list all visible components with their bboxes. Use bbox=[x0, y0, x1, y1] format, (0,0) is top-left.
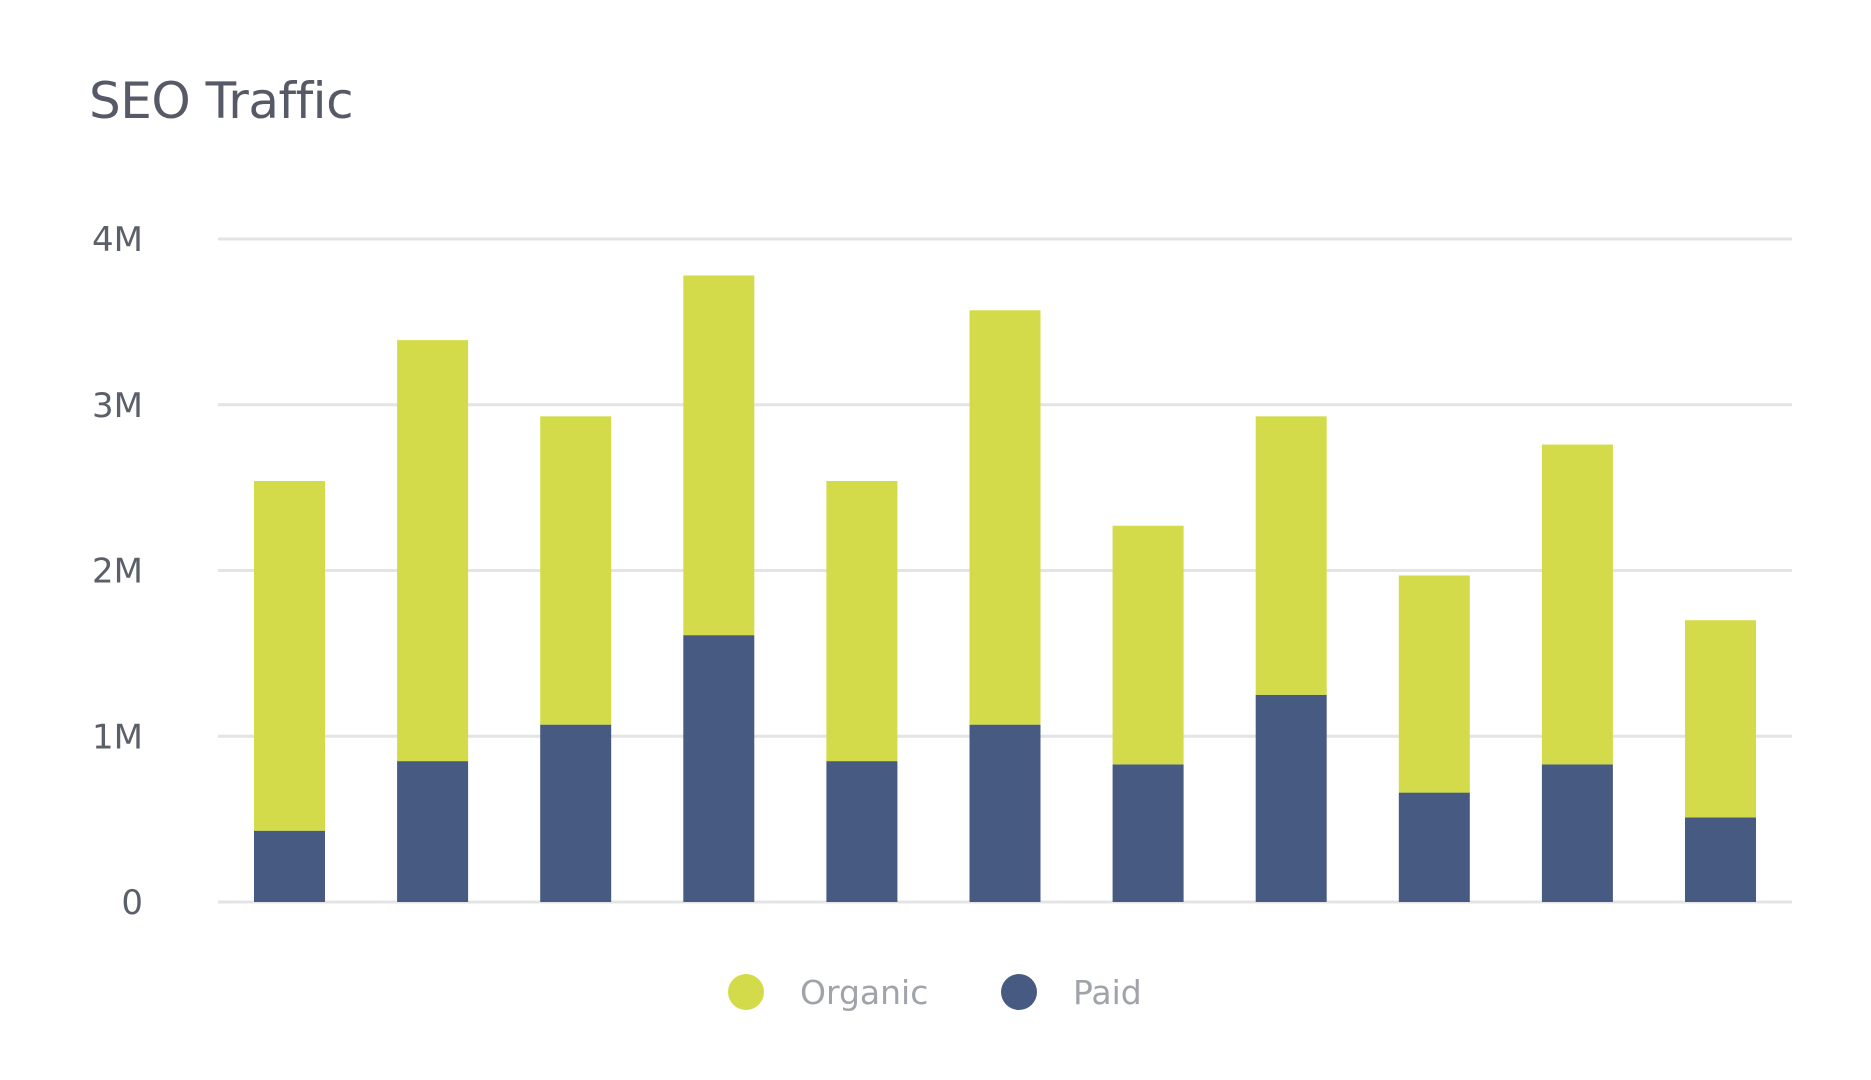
y-tick-label: 0 bbox=[121, 883, 143, 923]
bar-paid[interactable] bbox=[397, 761, 469, 902]
bar-organic[interactable] bbox=[1685, 620, 1756, 818]
bar-organic[interactable] bbox=[540, 416, 612, 725]
bar-organic[interactable] bbox=[826, 480, 898, 762]
y-tick-label: 4M bbox=[92, 220, 143, 260]
legend-label-organic[interactable]: Organic bbox=[800, 973, 928, 1012]
bar-organic[interactable] bbox=[1541, 444, 1613, 765]
legend-label-paid[interactable]: Paid bbox=[1073, 973, 1142, 1012]
legend-marker-paid bbox=[1001, 974, 1037, 1010]
bar-paid[interactable] bbox=[826, 761, 898, 902]
bar-paid[interactable] bbox=[1255, 694, 1327, 902]
bar-organic[interactable] bbox=[254, 480, 325, 831]
bar-organic[interactable] bbox=[969, 310, 1041, 725]
bar-paid[interactable] bbox=[683, 635, 755, 902]
y-tick-label: 3M bbox=[92, 386, 143, 426]
bar-organic[interactable] bbox=[1255, 416, 1327, 695]
bar-organic[interactable] bbox=[683, 275, 755, 636]
legend-marker-organic bbox=[728, 974, 764, 1010]
bar-organic[interactable] bbox=[397, 340, 469, 762]
bar-paid[interactable] bbox=[1398, 792, 1470, 902]
bar-paid[interactable] bbox=[969, 724, 1041, 902]
bar-paid[interactable] bbox=[540, 724, 612, 902]
chart-title: SEO Traffic bbox=[89, 72, 354, 130]
y-tick-label: 1M bbox=[92, 717, 143, 757]
y-tick-label: 2M bbox=[92, 552, 143, 592]
bar-paid[interactable] bbox=[254, 830, 325, 902]
bar-paid[interactable] bbox=[1541, 764, 1613, 902]
bar-organic[interactable] bbox=[1112, 525, 1184, 765]
bar-paid[interactable] bbox=[1685, 817, 1756, 902]
bar-paid[interactable] bbox=[1112, 764, 1184, 902]
bar-organic[interactable] bbox=[1398, 575, 1470, 793]
